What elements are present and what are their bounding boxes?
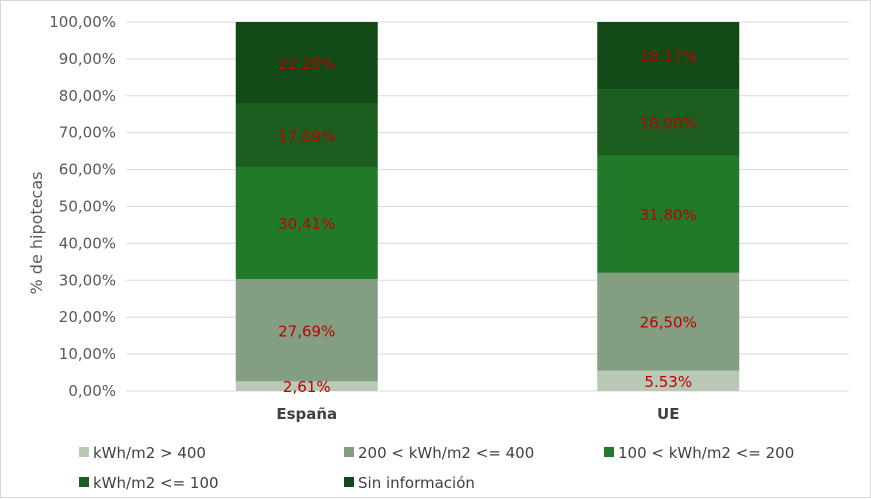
bar-segment: [235, 166, 378, 280]
gridlines: [126, 21, 849, 392]
y-tick-label: 0,00%: [68, 382, 116, 400]
bar-segment: [235, 279, 378, 382]
legend-label: kWh/m2 > 400: [93, 444, 206, 462]
x-axis-categories: España UE: [276, 405, 679, 423]
data-labels: 2,61% 27,69% 30,41% 17,09% 22,20% 5.53% 26,50%…: [278, 48, 697, 397]
y-tick-label: 80,00%: [59, 87, 116, 105]
y-tick-label: 100,00%: [49, 13, 116, 31]
data-label: 26,50%: [640, 314, 697, 332]
bar-segment: [597, 370, 740, 391]
data-label: 5.53%: [644, 373, 692, 391]
legend: kWh/m2 > 400 200 < kWh/m2 <= 400 100 < kWh…: [79, 444, 794, 492]
legend-swatch: [79, 447, 89, 457]
legend-swatch: [79, 477, 89, 487]
x-category-label: UE: [657, 405, 679, 423]
bars: [235, 22, 740, 391]
y-axis-title: % de hipotecas: [27, 172, 46, 295]
bar-segment: [597, 22, 740, 90]
y-tick-label: 20,00%: [59, 308, 116, 326]
bar-segment: [597, 155, 740, 273]
y-tick-label: 40,00%: [59, 234, 116, 252]
data-label: 17,09%: [278, 127, 335, 145]
legend-swatch: [604, 447, 614, 457]
y-tick-label: 60,00%: [59, 161, 116, 179]
data-label: 18,00%: [640, 114, 697, 132]
bar-segment: [235, 22, 378, 104]
legend-label: 200 < kWh/m2 <= 400: [358, 444, 534, 462]
data-label: 30,41%: [278, 215, 335, 233]
bar-segment: [235, 381, 378, 391]
bar-segment: [597, 89, 740, 156]
x-category-label: España: [276, 405, 337, 423]
y-tick-label: 10,00%: [59, 345, 116, 363]
legend-swatch: [344, 447, 354, 457]
y-tick-label: 30,00%: [59, 271, 116, 289]
data-label: 22,20%: [278, 55, 335, 73]
legend-label: Sin información: [358, 474, 475, 492]
data-label: 27,69%: [278, 322, 335, 340]
y-tick-label: 50,00%: [59, 198, 116, 216]
legend-swatch: [344, 477, 354, 487]
data-label: 2,61%: [283, 378, 331, 396]
bar-segment: [235, 103, 378, 167]
bar-segment: [597, 272, 740, 371]
y-tick-label: 70,00%: [59, 124, 116, 142]
legend-label: 100 < kWh/m2 <= 200: [618, 444, 794, 462]
data-label: 31,80%: [640, 206, 697, 224]
y-axis-ticks: 0,00% 10,00% 20,00% 30,00% 40,00% 50,00% 60,00…: [49, 13, 116, 400]
legend-label: kWh/m2 <= 100: [93, 474, 219, 492]
y-tick-label: 90,00%: [59, 50, 116, 68]
data-label: 18.17%: [640, 48, 697, 66]
